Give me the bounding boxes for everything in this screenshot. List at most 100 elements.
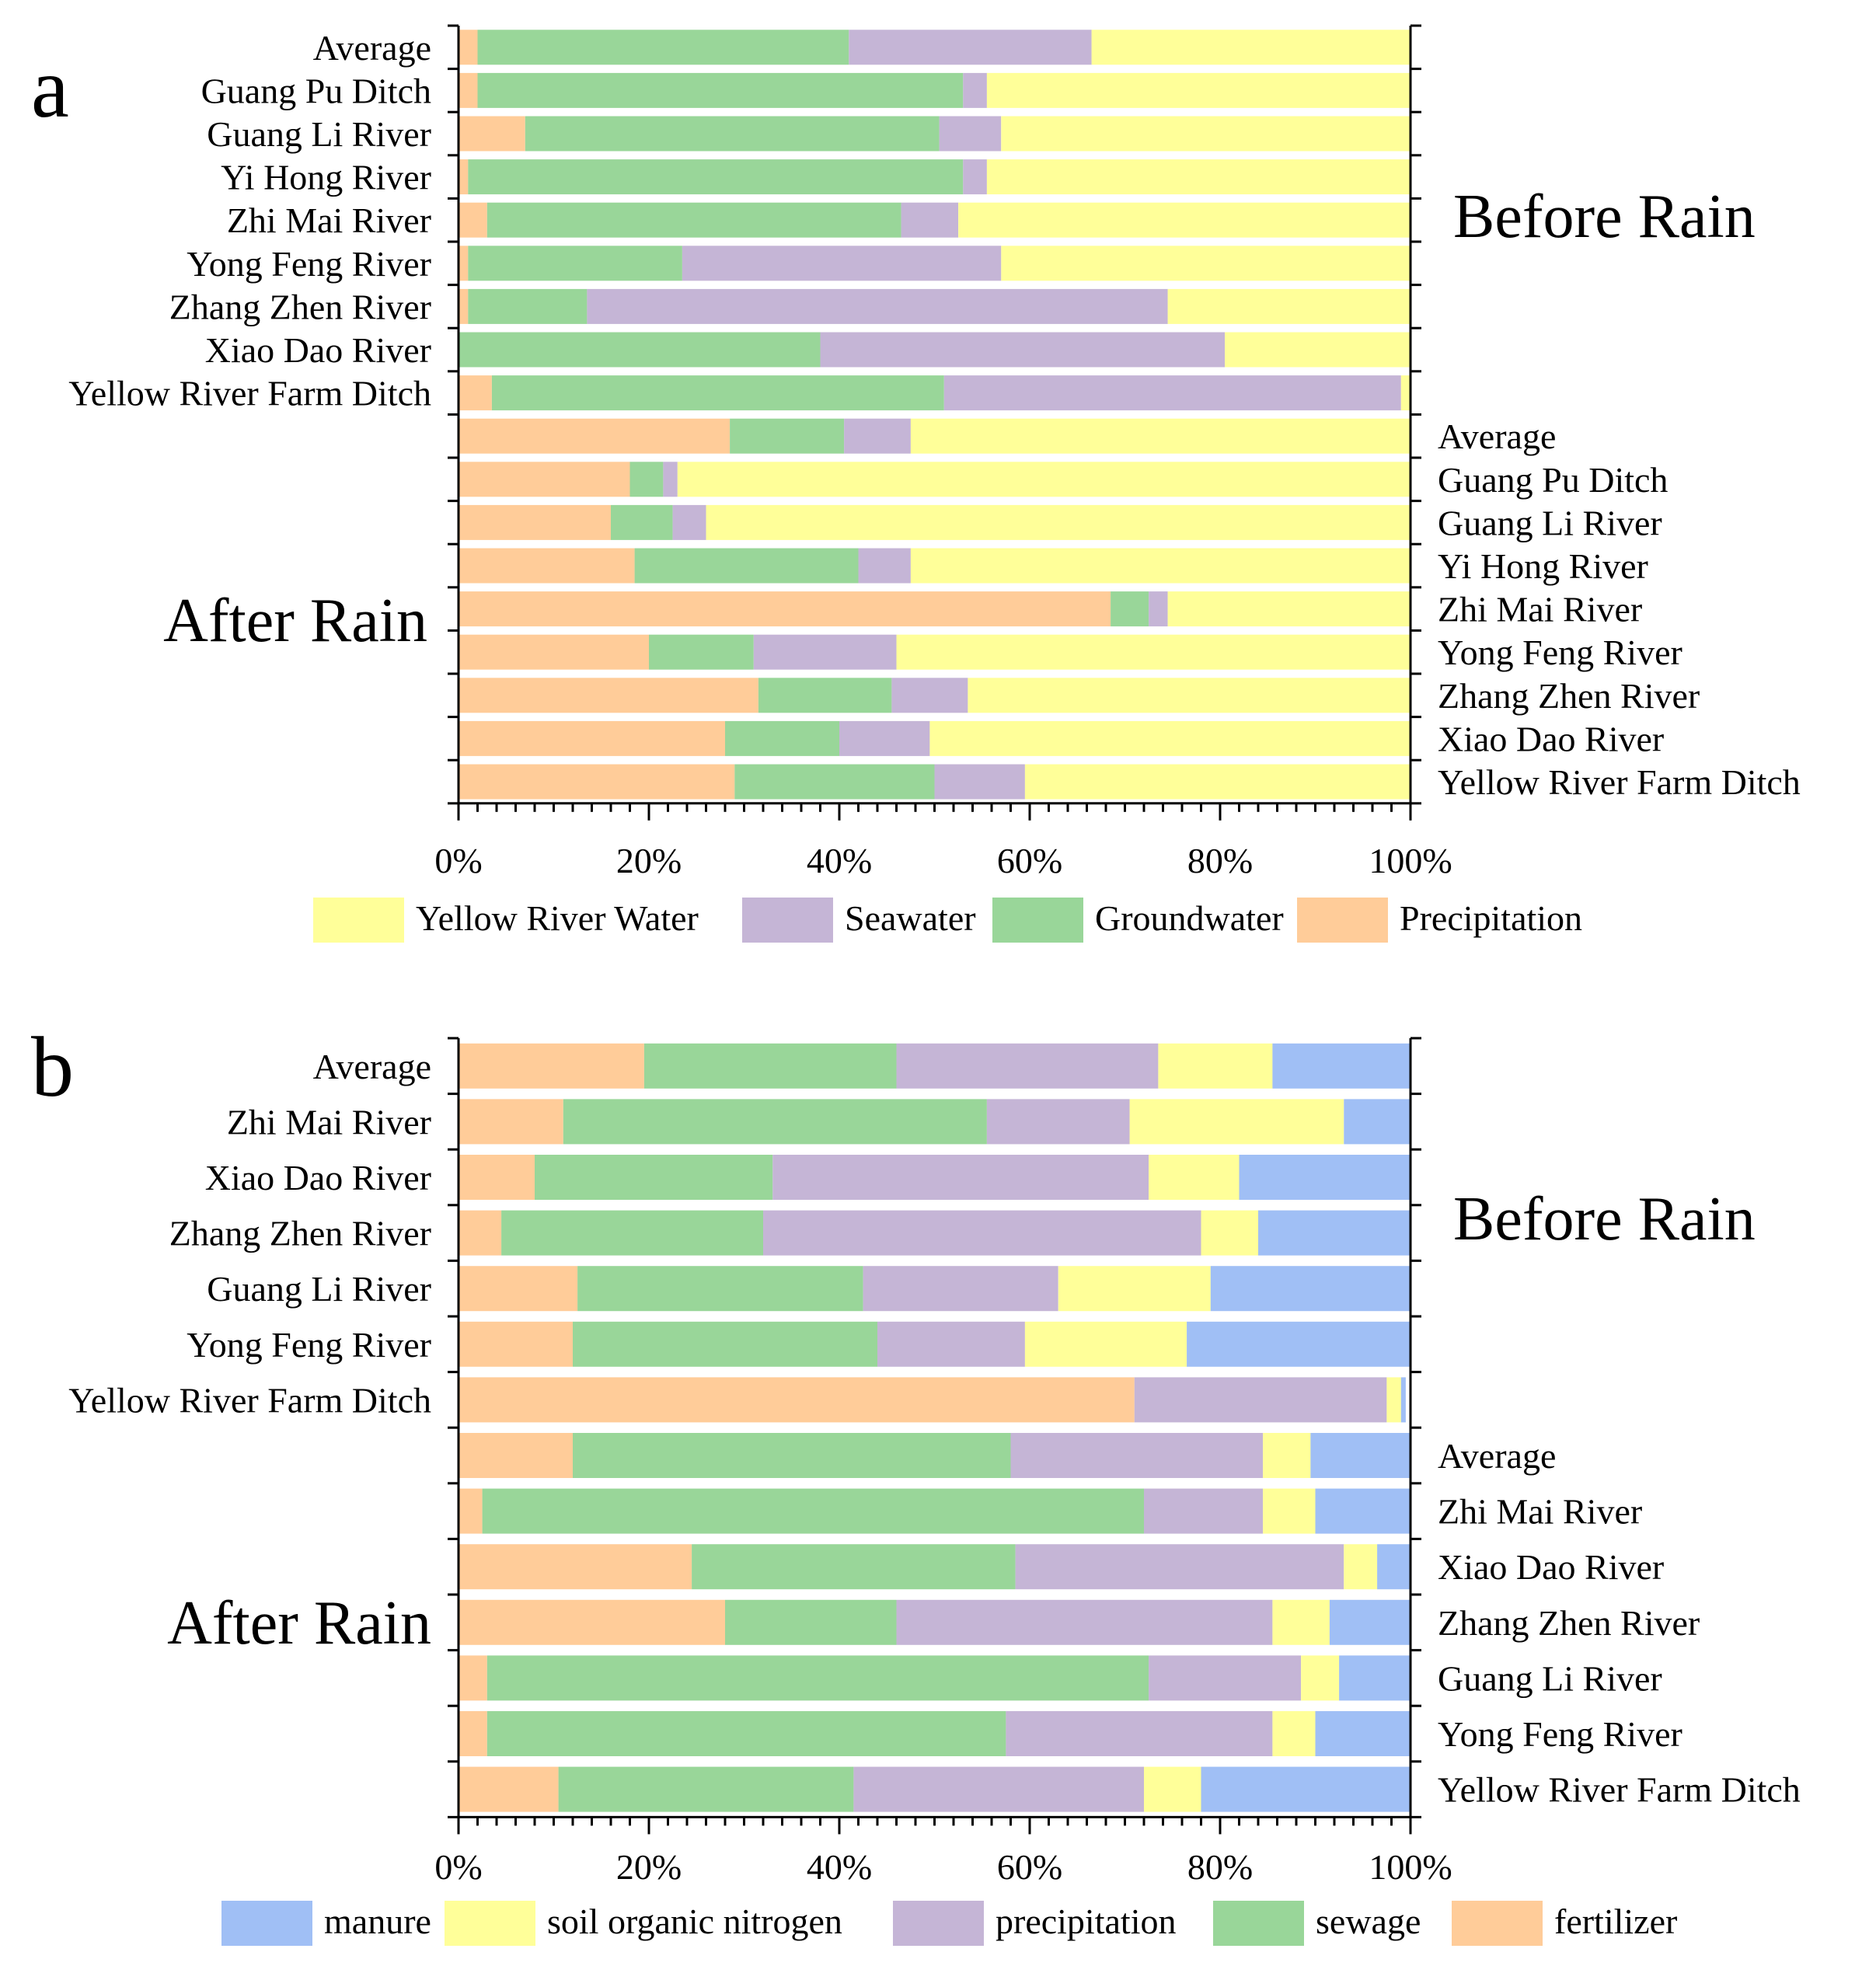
panel-a-before-rain-bar-yong-feng-river-yellow-river-water <box>1001 246 1411 281</box>
panel-b-before-rain-bar-guang-li-river-sewage <box>577 1266 863 1312</box>
panel-a-before-rain-bar-guang-li-river-groundwater <box>525 116 940 152</box>
panel-b-before-rain-label-zhi-mai-river: Zhi Mai River <box>227 1102 431 1142</box>
panel-a-before-rain-bar-yellow-river-farm-ditch-groundwater <box>491 375 944 411</box>
panel-b-after-rain-bar-yong-feng-river-soil-organic-nitrogen <box>1272 1711 1316 1756</box>
panel-a-after-rain-bar-zhi-mai-river-seawater <box>1149 591 1168 627</box>
panel-b-legend-swatch-manure <box>221 1901 312 1946</box>
panel-b-legend-item-soil-organic-nitrogen: soil organic nitrogen <box>445 1901 842 1946</box>
panel-a-after-rain-title: After Rain <box>163 587 427 655</box>
panel-b-after-rain-bar-yong-feng-river-fertilizer <box>459 1711 487 1756</box>
panel-b-before-rain-bar-zhang-zhen-river-fertilizer <box>459 1210 502 1256</box>
panel-b-legend-label-fertilizer: fertilizer <box>1554 1902 1677 1941</box>
panel-a-before-rain-label-zhang-zhen-river: Zhang Zhen River <box>169 287 431 326</box>
panel-b-after-rain-label-guang-li-river: Guang Li River <box>1438 1658 1662 1698</box>
panel-a-legend-swatch-yellow-river-water <box>313 898 404 943</box>
panel-b-before-rain-bar-zhang-zhen-river-sewage <box>501 1210 763 1256</box>
panel-a-after-rain-label-yi-hong-river: Yi Hong River <box>1438 546 1648 586</box>
panel-b-before-rain-label-average: Average <box>313 1047 431 1086</box>
panel-b-before-rain-bar-yong-feng-river-soil-organic-nitrogen <box>1024 1321 1187 1367</box>
panel-a-before-rain-bar-xiao-dao-river-yellow-river-water <box>1225 332 1410 368</box>
panel-b-after-rain-bar-guang-li-river-manure <box>1339 1655 1410 1701</box>
panel-a-after-rain-label-yong-feng-river: Yong Feng River <box>1438 633 1682 672</box>
panel-a-before-rain-label-yong-feng-river: Yong Feng River <box>187 244 431 284</box>
panel-b-x-tick-label-100: 100% <box>1369 1847 1452 1887</box>
panel-b-before-rain-bar-average-manure <box>1272 1043 1410 1089</box>
panel-a-before-rain-label-yi-hong-river: Yi Hong River <box>221 158 431 197</box>
panel-b-before-rain-bar-xiao-dao-river-sewage <box>535 1155 773 1200</box>
panel-b-after-rain-bar-xiao-dao-river-fertilizer <box>459 1544 692 1590</box>
panel-b-after-rain-bar-zhi-mai-river-soil-organic-nitrogen <box>1263 1488 1316 1534</box>
panel-a-after-rain-bar-guang-pu-ditch-groundwater <box>629 462 664 497</box>
panel-b-before-rain-bar-yong-feng-river-fertilizer <box>459 1321 573 1367</box>
panel-b-before-rain-bar-average-soil-organic-nitrogen <box>1158 1043 1273 1089</box>
panel-a-x-tick-label-80: 80% <box>1187 841 1253 880</box>
panel-a-legend-swatch-seawater <box>742 898 833 943</box>
panel-b-letter: b <box>31 1020 74 1114</box>
panel-a-before-rain-bar-guang-pu-ditch-groundwater <box>477 72 964 108</box>
panel-b-after-rain-bar-average-soil-organic-nitrogen <box>1263 1433 1311 1478</box>
panel-a-after-rain-bar-yellow-river-farm-ditch-seawater <box>934 764 1025 800</box>
panel-a-after-rain-bar-zhang-zhen-river-seawater <box>891 678 968 713</box>
panel-a-legend-label-seawater: Seawater <box>845 898 976 938</box>
panel-a-before-rain-bar-zhang-zhen-river-yellow-river-water <box>1167 288 1410 324</box>
panel-a-after-rain-bar-guang-li-river-precipitation <box>459 504 611 540</box>
panel-b-before-rain-bar-average-precipitation <box>896 1043 1159 1089</box>
panel-b-before-rain-bar-xiao-dao-river-fertilizer <box>459 1155 535 1200</box>
panel-a-legend-label-yellow-river-water: Yellow River Water <box>416 898 699 938</box>
panel-a-after-rain-label-average: Average <box>1438 417 1556 456</box>
panel-a-before-rain-bar-yellow-river-farm-ditch-precipitation <box>459 375 492 411</box>
panel-b-after-rain-bar-zhang-zhen-river-precipitation <box>896 1599 1273 1645</box>
panel-a-before-rain-bar-yellow-river-farm-ditch-yellow-river-water <box>1400 375 1411 411</box>
panel-b-after-rain-bar-xiao-dao-river-precipitation <box>1015 1544 1344 1590</box>
panel-a-after-rain-bar-guang-pu-ditch-seawater <box>663 462 678 497</box>
panel-b-legend-label-precipitation: precipitation <box>996 1902 1176 1941</box>
panel-b-before-rain-bar-xiao-dao-river-soil-organic-nitrogen <box>1149 1155 1240 1200</box>
panel-b-before-rain-bar-yong-feng-river-sewage <box>573 1321 877 1367</box>
panel-b-before-rain-bar-zhi-mai-river-soil-organic-nitrogen <box>1129 1099 1344 1145</box>
panel-a-after-rain-bar-yellow-river-farm-ditch-precipitation <box>459 764 735 800</box>
panel-b-before-rain-bar-zhang-zhen-river-soil-organic-nitrogen <box>1201 1210 1258 1256</box>
panel-b-after-rain-label-yong-feng-river: Yong Feng River <box>1438 1714 1682 1754</box>
panel-a-before-rain-bar-guang-pu-ditch-seawater <box>963 72 987 108</box>
panel-a-before-rain-bar-average-yellow-river-water <box>1091 30 1410 65</box>
panel-b-after-rain-bar-yellow-river-farm-ditch-soil-organic-nitrogen <box>1144 1766 1201 1812</box>
panel-a-legend-label-groundwater: Groundwater <box>1095 898 1284 938</box>
panel-a-before-rain-bar-zhi-mai-river-precipitation <box>459 202 487 238</box>
panel-b-legend-label-soil-organic-nitrogen: soil organic nitrogen <box>547 1902 842 1941</box>
panel-a-before-rain-bar-yellow-river-farm-ditch-seawater <box>943 375 1401 411</box>
panel-a-after-rain-bar-yellow-river-farm-ditch-groundwater <box>734 764 935 800</box>
panel-b-after-rain-bar-zhang-zhen-river-fertilizer <box>459 1599 725 1645</box>
panel-b-before-rain-bar-guang-li-river-soil-organic-nitrogen <box>1058 1266 1211 1312</box>
panel-b-after-rain-bar-zhang-zhen-river-sewage <box>725 1599 897 1645</box>
panel-a-after-rain-bar-zhang-zhen-river-groundwater <box>758 678 892 713</box>
panel-a-before-rain-label-guang-pu-ditch: Guang Pu Ditch <box>201 71 431 110</box>
panel-a-before-rain-bar-zhi-mai-river-seawater <box>901 202 959 238</box>
panel-a-after-rain-label-zhi-mai-river: Zhi Mai River <box>1438 590 1642 629</box>
panel-a-before-rain-bar-yi-hong-river-yellow-river-water <box>986 159 1410 195</box>
panel-a-after-rain-bar-zhi-mai-river-precipitation <box>459 591 1111 627</box>
panel-b-before-rain-title: Before Rain <box>1453 1185 1756 1253</box>
panel-a-after-rain-label-guang-li-river: Guang Li River <box>1438 503 1662 542</box>
panel-a-after-rain-label-zhang-zhen-river: Zhang Zhen River <box>1438 676 1700 716</box>
panel-b-before-rain-bar-zhi-mai-river-fertilizer <box>459 1099 563 1145</box>
panel-b-x-tick-label-60: 60% <box>997 1847 1062 1887</box>
panel-a-before-rain-bar-average-groundwater <box>477 30 849 65</box>
panel-b-after-rain-bar-average-precipitation <box>1010 1433 1264 1478</box>
panel-a-after-rain-bar-average-groundwater <box>730 418 845 454</box>
panel-b-after-rain-bar-zhi-mai-river-precipitation <box>1144 1488 1264 1534</box>
panel-a-after-rain-bar-xiao-dao-river-groundwater <box>725 720 839 756</box>
panel-a-after-rain-label-guang-pu-ditch: Guang Pu Ditch <box>1438 460 1668 500</box>
panel-b-before-rain-bar-yong-feng-river-manure <box>1187 1321 1410 1367</box>
panel-b-after-rain-bar-zhang-zhen-river-soil-organic-nitrogen <box>1272 1599 1330 1645</box>
panel-a-x-tick-label-40: 40% <box>807 841 872 880</box>
panel-b-after-rain-label-yellow-river-farm-ditch: Yellow River Farm Ditch <box>1438 1770 1801 1810</box>
panel-b-after-rain-bar-yong-feng-river-precipitation <box>1006 1711 1273 1756</box>
panel-b-before-rain-bar-yong-feng-river-precipitation <box>877 1321 1025 1367</box>
panel-b-after-rain-bar-xiao-dao-river-soil-organic-nitrogen <box>1344 1544 1378 1590</box>
panel-b-after-rain-bar-yong-feng-river-sewage <box>486 1711 1006 1756</box>
panel-b-before-rain-bar-zhi-mai-river-manure <box>1344 1099 1411 1145</box>
panel-a-before-rain-label-xiao-dao-river: Xiao Dao River <box>205 330 431 370</box>
panel-b-legend-item-manure: manure <box>221 1901 431 1946</box>
panel-a-before-rain-bar-zhang-zhen-river-seawater <box>587 288 1168 324</box>
panel-a-after-rain-bar-yong-feng-river-seawater <box>753 634 897 670</box>
